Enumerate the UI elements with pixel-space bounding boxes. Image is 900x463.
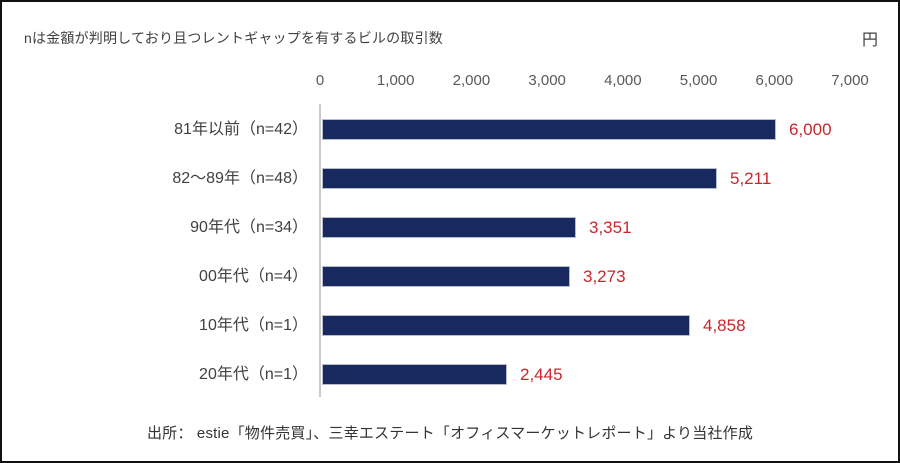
value-label: 5,211 <box>730 169 772 188</box>
category-label: 82～89年（n=48） <box>172 170 308 187</box>
bar <box>322 364 507 385</box>
x-axis-tick-label: 1,000 <box>376 72 415 89</box>
value-label: 3,351 <box>589 218 632 237</box>
x-axis-tick-label: 0 <box>315 72 325 89</box>
chart-note: nは金額が判明しており且つレントギャップを有するビルの取引数 <box>24 30 443 46</box>
bar <box>322 119 776 140</box>
x-axis-tick-label: 4,000 <box>604 72 642 89</box>
value-label: 4,858 <box>703 316 746 335</box>
bar <box>322 266 570 287</box>
category-label: 00年代（n=4） <box>199 268 308 285</box>
bar <box>322 168 717 189</box>
unit-label: 円 <box>861 32 878 49</box>
category-label: 20年代（n=1） <box>199 366 308 383</box>
value-label: 3,273 <box>583 267 626 286</box>
value-label: 6,000 <box>789 120 832 139</box>
x-axis-tick-label: 3,000 <box>528 72 566 89</box>
x-axis-tick-label: 7,000 <box>831 72 869 89</box>
value-label: 2,445 <box>520 365 563 384</box>
x-axis-tick-label: 6,000 <box>755 72 794 89</box>
y-axis-line <box>319 104 321 397</box>
category-label: 81年以前（n=42） <box>174 121 308 138</box>
x-axis-tick-label: 5,000 <box>679 72 718 89</box>
bar <box>322 217 576 238</box>
category-label: 10年代（n=1） <box>199 317 308 334</box>
source-note: 出所： estie「物件売買」、三幸エステート「オフィスマーケットレポート」より… <box>146 425 754 442</box>
bar <box>322 315 690 336</box>
x-axis-tick-label: 2,000 <box>452 72 491 89</box>
category-label: 90年代（n=34） <box>190 219 308 236</box>
